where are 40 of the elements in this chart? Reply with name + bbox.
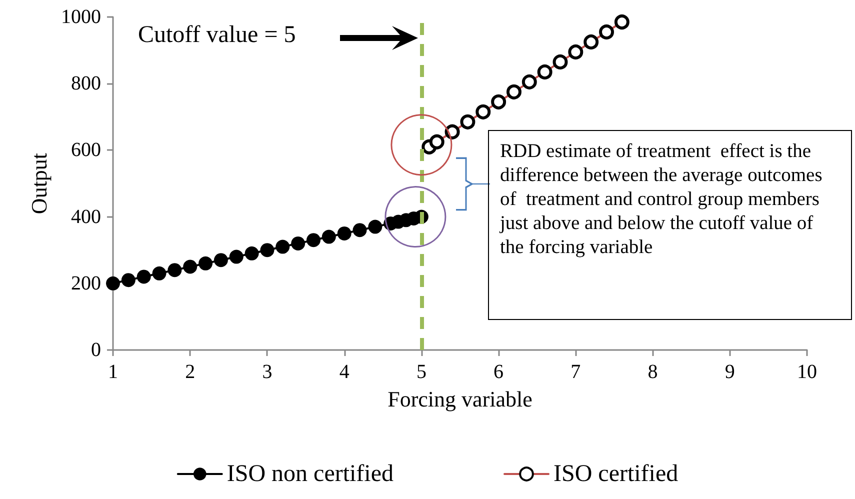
- point: [352, 223, 367, 238]
- x-tick-label: 9: [724, 361, 735, 383]
- point: [106, 276, 120, 290]
- point: [183, 260, 198, 274]
- x-axis-title: Forcing variable: [388, 386, 532, 412]
- legend-label: ISO non certified: [226, 461, 394, 487]
- y-tick-label: 400: [71, 206, 101, 228]
- point: [368, 220, 382, 234]
- point: [152, 266, 166, 280]
- x-tick-label: 10: [797, 361, 817, 383]
- y-axis-title: Output: [26, 152, 52, 214]
- point: [276, 240, 290, 254]
- point: [337, 226, 352, 240]
- point: [168, 263, 182, 278]
- x-tick-label: 6: [494, 361, 504, 383]
- x-tick-label: 1: [108, 361, 118, 383]
- y-tick-label: 200: [71, 272, 101, 294]
- point: [214, 253, 228, 268]
- x-tick-label: 3: [262, 361, 272, 383]
- point: [136, 270, 151, 284]
- x-tick-label: 2: [185, 361, 196, 383]
- y-tick-label: 0: [91, 339, 101, 361]
- annotation: Cutoff value = 5: [138, 22, 296, 49]
- legend-label: ISO certified: [554, 461, 678, 487]
- point: [198, 256, 213, 270]
- x-tick-label: 5: [416, 361, 426, 383]
- point: [306, 233, 320, 248]
- x-tick-label: 7: [570, 361, 581, 383]
- point: [322, 230, 336, 244]
- y-tick-label: 1000: [61, 6, 101, 28]
- point: [291, 236, 306, 250]
- x-tick-label: 4: [339, 361, 350, 383]
- point: [260, 243, 274, 258]
- x-tick-label: 8: [648, 361, 658, 383]
- annotation: RDD estimate of treatment effect is the difference between the average outcomes of treatment and control group members just above and below the cutoff value of the forcing variable: [500, 140, 824, 260]
- point: [121, 273, 136, 288]
- y-tick-label: 600: [71, 139, 101, 162]
- point: [244, 246, 259, 260]
- point: [229, 250, 244, 264]
- y-tick-label: 800: [71, 72, 101, 95]
